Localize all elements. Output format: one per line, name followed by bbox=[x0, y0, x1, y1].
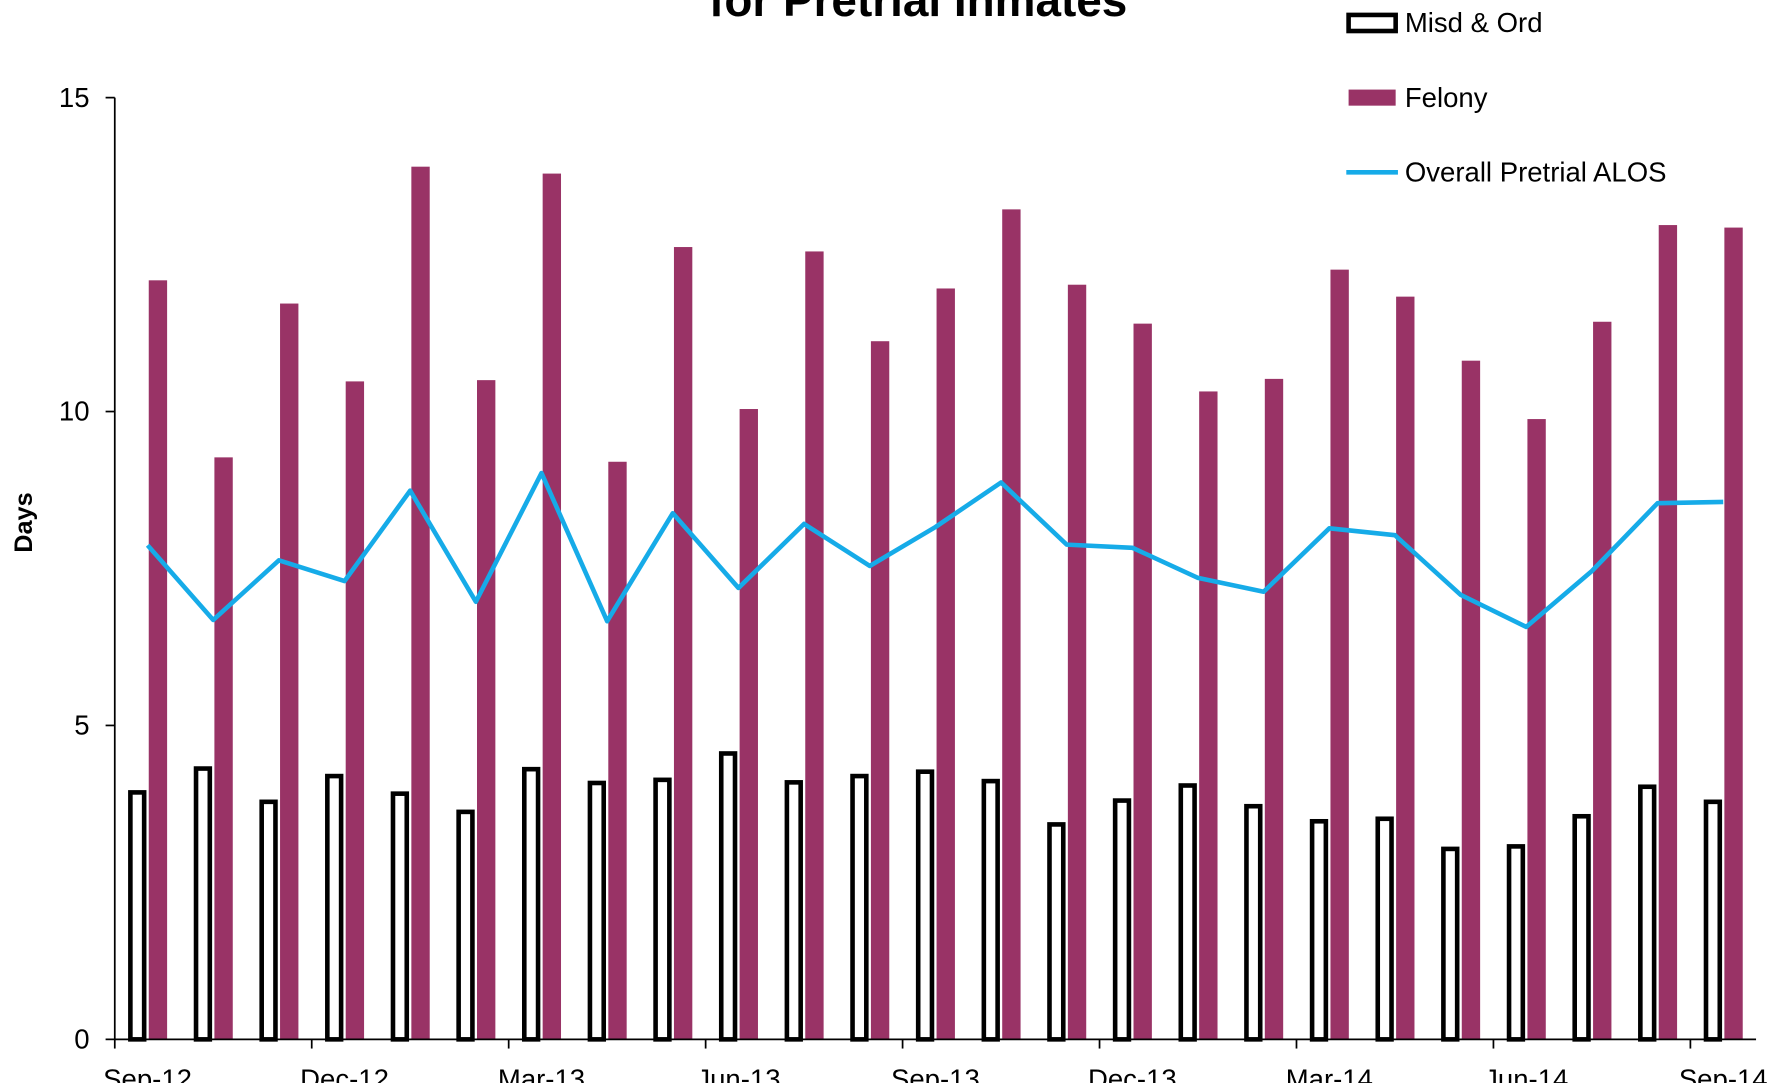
legend-label: Felony bbox=[1405, 82, 1488, 113]
y-axis-label: Days bbox=[10, 492, 38, 552]
bar bbox=[345, 381, 365, 1040]
y-tick-label: 10 bbox=[59, 396, 90, 427]
bar bbox=[1506, 844, 1526, 1042]
bar bbox=[653, 777, 672, 1042]
legend-label: Overall Pretrial ALOS bbox=[1405, 156, 1667, 187]
bar bbox=[1658, 225, 1678, 1040]
bar bbox=[456, 809, 475, 1042]
bar bbox=[128, 790, 147, 1042]
bar bbox=[805, 251, 824, 1040]
y-tick-label: 0 bbox=[74, 1024, 89, 1055]
bar bbox=[850, 773, 869, 1042]
x-tick-label: Jun-13 bbox=[696, 1064, 780, 1083]
x-tick-label: Sep-12 bbox=[103, 1064, 192, 1083]
line bbox=[145, 470, 1724, 630]
bar bbox=[1724, 227, 1743, 1040]
bar bbox=[1461, 360, 1481, 1040]
bar bbox=[1244, 803, 1263, 1042]
bar bbox=[1112, 798, 1132, 1042]
bar bbox=[1264, 378, 1284, 1040]
bar bbox=[1527, 419, 1546, 1040]
legend-swatch bbox=[1348, 89, 1396, 106]
bar bbox=[587, 780, 607, 1042]
bar bbox=[936, 288, 955, 1040]
bar bbox=[1572, 813, 1591, 1042]
bar bbox=[521, 766, 541, 1042]
bar bbox=[411, 166, 430, 1040]
bar bbox=[1638, 784, 1657, 1042]
x-tick-label: Sep-13 bbox=[891, 1064, 980, 1083]
bar bbox=[1047, 822, 1066, 1042]
bar bbox=[981, 778, 1000, 1042]
bar bbox=[1396, 296, 1415, 1040]
bar bbox=[1199, 391, 1218, 1040]
bar bbox=[673, 247, 693, 1040]
bar bbox=[1330, 269, 1349, 1040]
bar bbox=[1375, 816, 1394, 1042]
x-tick-label: Mar-14 bbox=[1286, 1064, 1373, 1083]
bar bbox=[148, 280, 168, 1040]
y-tick-label: 15 bbox=[59, 82, 90, 113]
chart-title: for Pretrial Inmates bbox=[709, 0, 1127, 26]
y-tick-label: 5 bbox=[74, 710, 89, 741]
x-tick-label: Jun-14 bbox=[1484, 1064, 1568, 1083]
bar bbox=[784, 780, 803, 1042]
bar bbox=[608, 461, 627, 1040]
bar bbox=[1441, 846, 1460, 1042]
bar bbox=[1593, 321, 1612, 1040]
bar bbox=[1178, 783, 1197, 1042]
bar bbox=[870, 341, 890, 1040]
x-tick-label: Sep-14 bbox=[1679, 1064, 1768, 1083]
bar bbox=[1703, 799, 1723, 1042]
bar bbox=[739, 409, 758, 1040]
bar bbox=[214, 457, 233, 1040]
bar bbox=[325, 773, 344, 1042]
bar bbox=[915, 769, 935, 1042]
bar bbox=[718, 751, 738, 1042]
x-tick-label: Dec-12 bbox=[300, 1064, 389, 1083]
bar bbox=[280, 303, 299, 1040]
bar bbox=[259, 799, 278, 1042]
bar bbox=[390, 791, 410, 1042]
legend-label: Misd & Ord bbox=[1405, 7, 1543, 38]
bar bbox=[542, 173, 562, 1040]
bar bbox=[1067, 284, 1087, 1040]
bar bbox=[1309, 818, 1329, 1042]
bar bbox=[477, 380, 496, 1040]
x-tick-label: Mar-13 bbox=[498, 1064, 585, 1083]
x-tick-label: Dec-13 bbox=[1088, 1064, 1177, 1083]
bar bbox=[1133, 323, 1152, 1040]
legend-swatch bbox=[1346, 12, 1398, 34]
bar bbox=[193, 766, 213, 1042]
bar bbox=[1002, 209, 1021, 1040]
